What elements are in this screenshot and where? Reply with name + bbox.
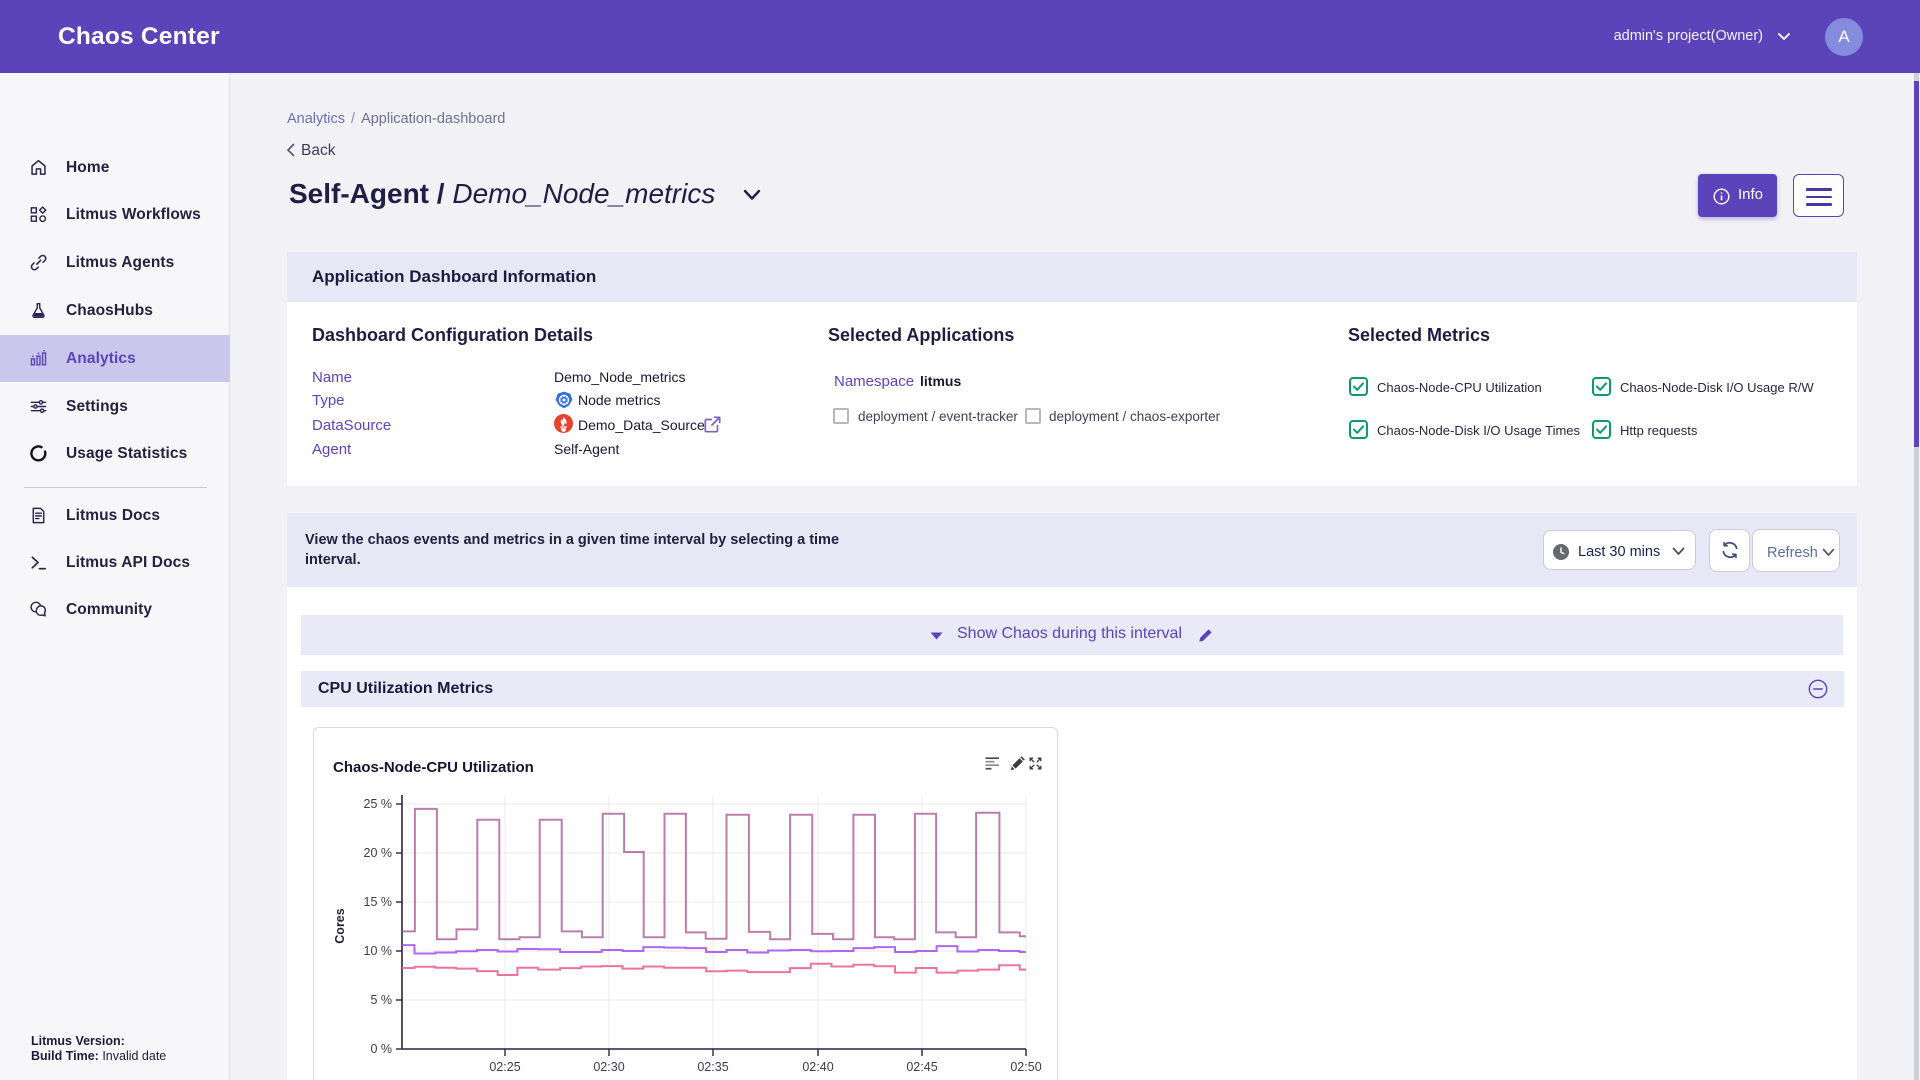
svg-text:20 %: 20 %	[364, 846, 393, 860]
svg-text:02:30: 02:30	[593, 1060, 624, 1074]
svg-text:02:50: 02:50	[1010, 1060, 1041, 1074]
svg-text:10 %: 10 %	[364, 944, 393, 958]
svg-text:02:40: 02:40	[802, 1060, 833, 1074]
svg-text:02:25: 02:25	[489, 1060, 520, 1074]
svg-text:Cores: Cores	[333, 908, 347, 943]
svg-text:5 %: 5 %	[370, 993, 392, 1007]
svg-text:02:35: 02:35	[697, 1060, 728, 1074]
svg-text:02:45: 02:45	[906, 1060, 937, 1074]
svg-text:15 %: 15 %	[364, 895, 393, 909]
svg-text:0 %: 0 %	[370, 1042, 392, 1056]
svg-text:25 %: 25 %	[364, 797, 393, 811]
